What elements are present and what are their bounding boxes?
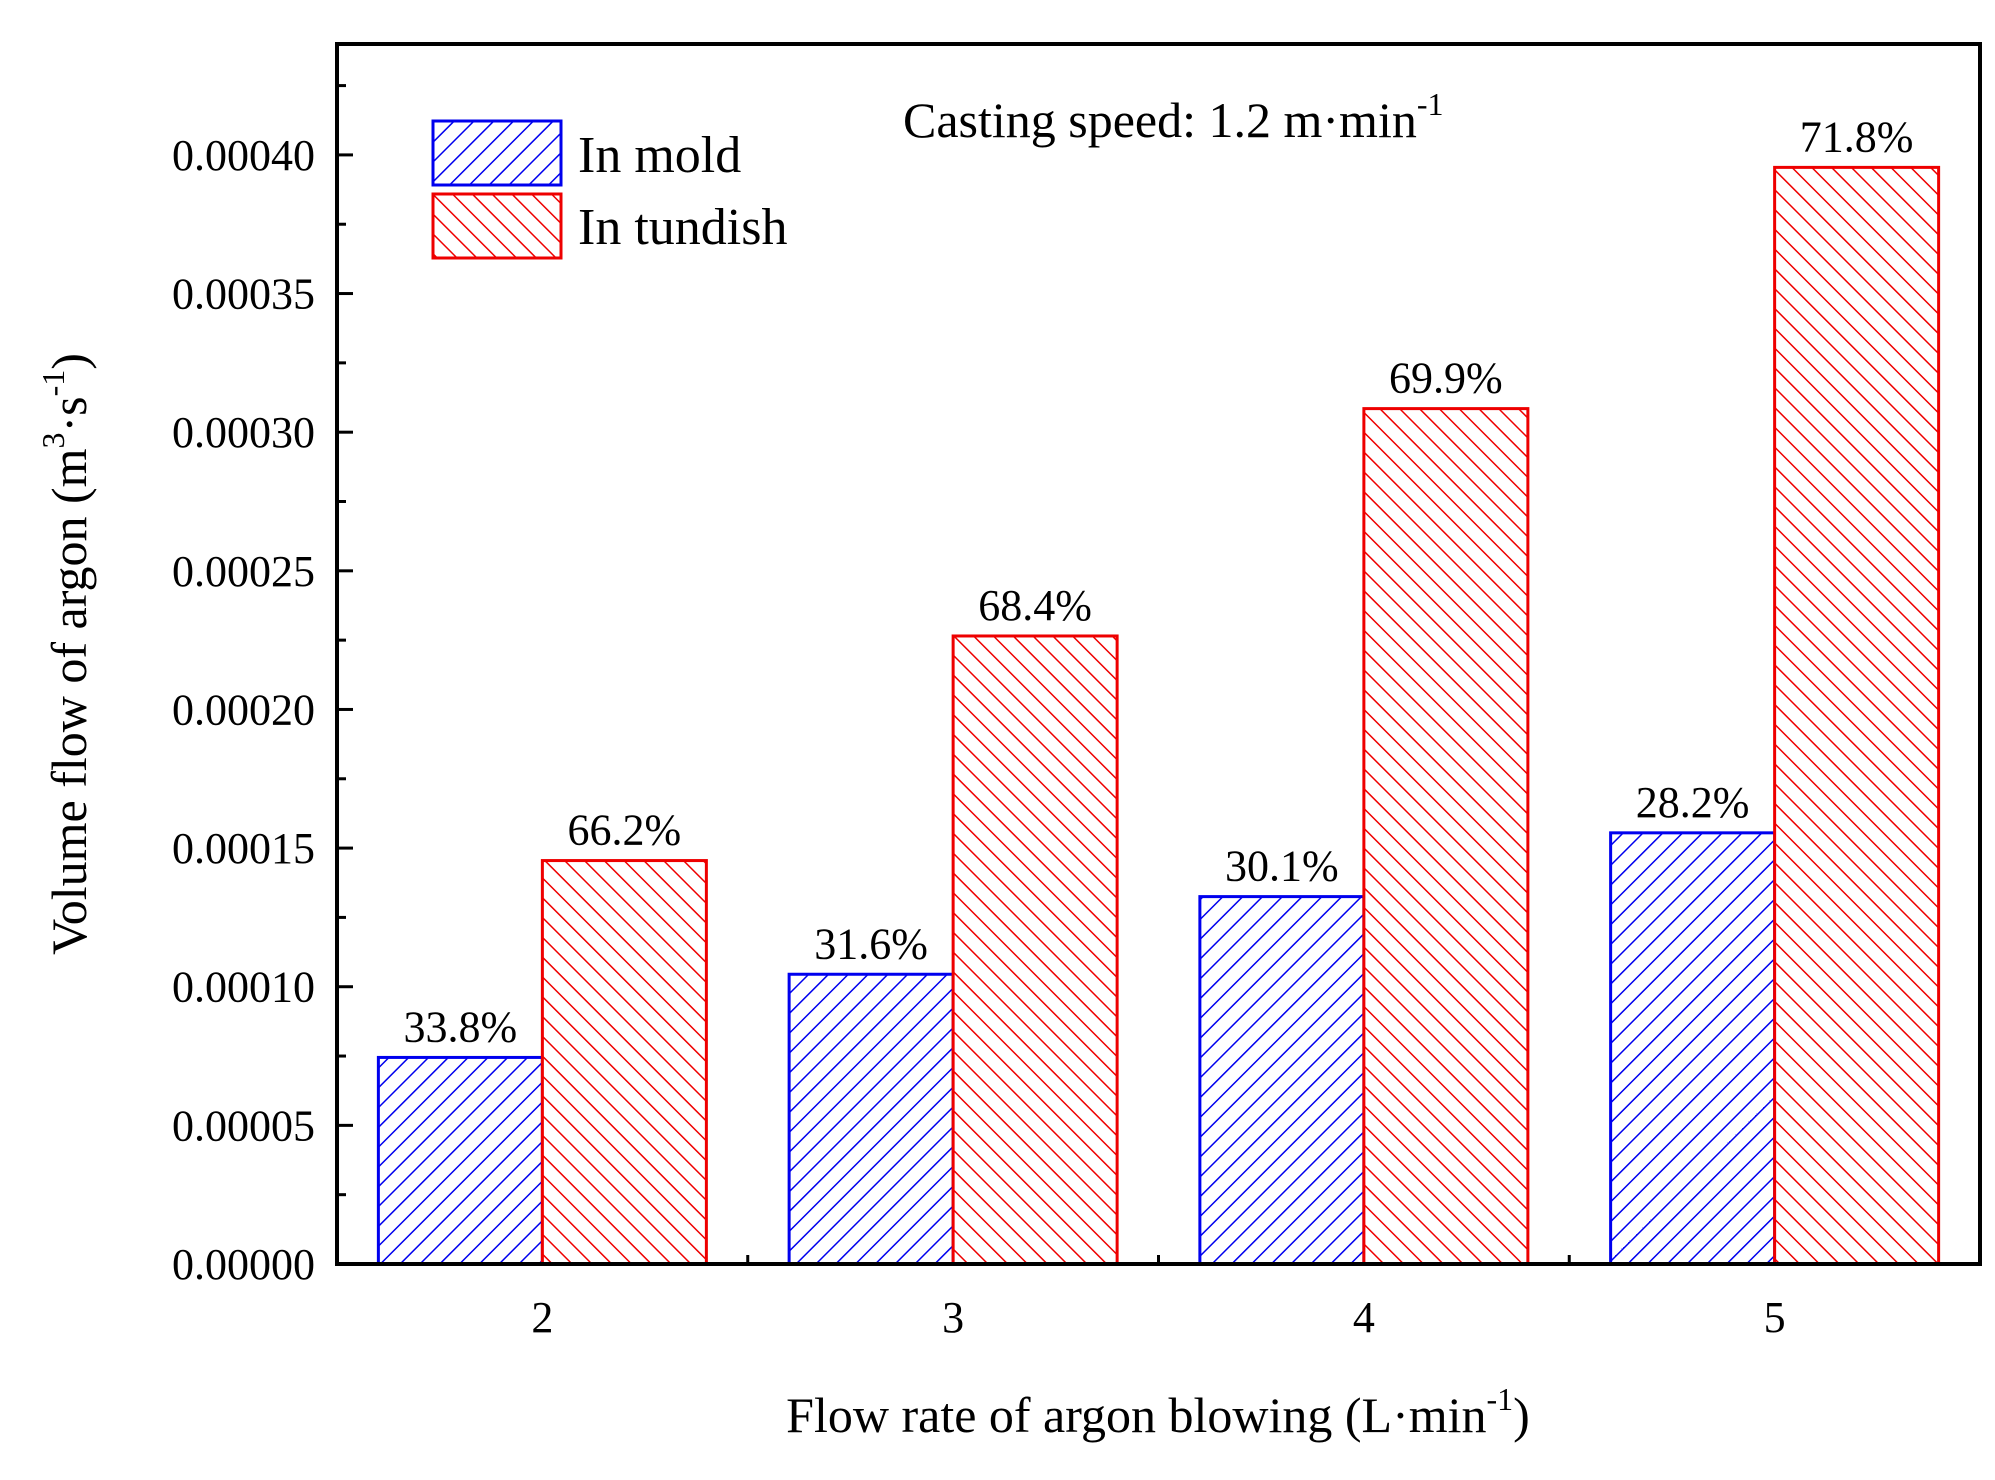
- data-label-in-tundish-3: 68.4%: [978, 581, 1092, 630]
- y-tick-label: 0.00010: [172, 963, 315, 1012]
- y-axis-title-mid: ·s: [41, 396, 97, 432]
- y-tick-label: 0.00000: [172, 1240, 315, 1289]
- annotation-text: Casting speed: 1.2 m·min: [903, 92, 1417, 148]
- bar-in-mold-5: [1609, 831, 1777, 1266]
- y-axis-title-sup1: 3: [35, 433, 71, 449]
- bar-in-mold-2: [376, 1055, 544, 1266]
- x-tick-label: 2: [531, 1293, 553, 1342]
- x-axis-title-text: Flow rate of argon blowing (L·min: [786, 1387, 1486, 1443]
- y-tick-label: 0.00025: [172, 547, 315, 596]
- y-axis-title: Volume flow of argon (m3·s-1): [35, 353, 97, 955]
- x-axis-title-close: ): [1513, 1387, 1530, 1443]
- y-tick-label: 0.00040: [172, 131, 315, 180]
- data-label-in-tundish-5: 71.8%: [1800, 112, 1914, 161]
- bar-in-tundish-4: [1362, 407, 1530, 1266]
- y-tick-label: 0.00005: [172, 1101, 315, 1150]
- data-label-in-mold-2: 33.8%: [404, 1002, 518, 1051]
- y-axis-title-prefix: Volume flow of argon (m: [41, 448, 97, 955]
- x-tick-label: 3: [942, 1293, 964, 1342]
- plot-frame: [335, 42, 1982, 1266]
- data-label-in-mold-3: 31.6%: [814, 919, 928, 968]
- bar-in-tundish-5: [1773, 165, 1941, 1266]
- legend-swatch-in-mold: [431, 119, 563, 187]
- data-label-in-mold-4: 30.1%: [1225, 842, 1339, 891]
- y-tick-label: 0.00015: [172, 824, 315, 873]
- legend-swatch-in-tundish: [431, 192, 563, 260]
- y-tick-label: 0.00030: [172, 408, 315, 457]
- bar-in-tundish-3: [951, 634, 1119, 1266]
- data-label-in-mold-5: 28.2%: [1636, 778, 1750, 827]
- bar-in-mold-4: [1198, 895, 1366, 1266]
- y-axis-title-sup2: -1: [35, 370, 71, 397]
- x-tick-label: 5: [1764, 1293, 1786, 1342]
- x-axis-title: Flow rate of argon blowing (L·min-1): [786, 1381, 1530, 1443]
- x-axis-title-superscript: -1: [1487, 1381, 1514, 1417]
- bar-in-tundish-2: [540, 859, 708, 1266]
- bar-in-mold-3: [787, 972, 955, 1266]
- y-tick-label: 0.00020: [172, 685, 315, 734]
- x-tick-label: 4: [1353, 1293, 1375, 1342]
- casting-speed-annotation: Casting speed: 1.2 m·min-1: [903, 86, 1444, 148]
- data-label-in-tundish-2: 66.2%: [568, 806, 682, 855]
- data-label-in-tundish-4: 69.9%: [1389, 354, 1503, 403]
- legend-label-in-tundish: In tundish: [578, 199, 787, 256]
- y-axis-title-close: ): [41, 353, 97, 370]
- y-tick-label: 0.00035: [172, 270, 315, 319]
- legend: In mold In tundish: [431, 119, 787, 260]
- annotation-superscript: -1: [1417, 86, 1444, 122]
- legend-label-in-mold: In mold: [578, 127, 741, 184]
